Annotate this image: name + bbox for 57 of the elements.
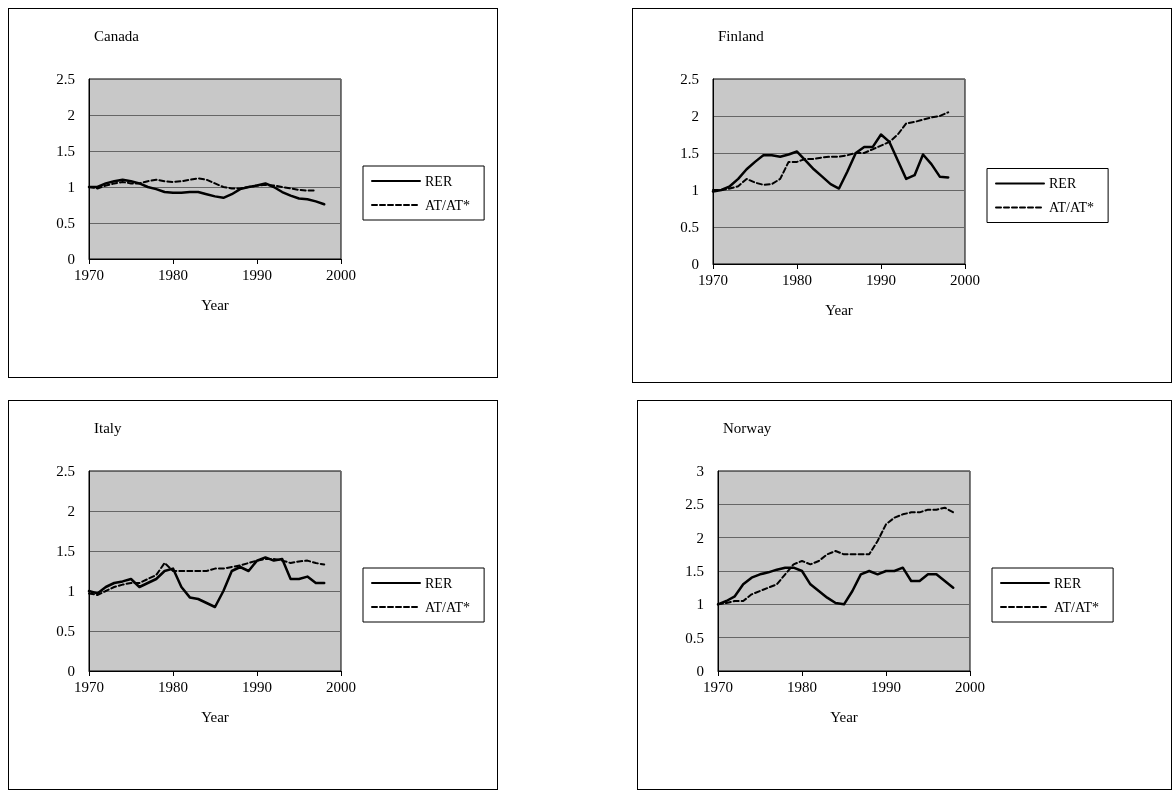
- x-axis-title: Year: [201, 708, 229, 725]
- x-tick-label: 1980: [787, 678, 817, 695]
- chart-title: Italy: [94, 419, 122, 436]
- y-tick-label: 3: [696, 463, 704, 479]
- x-tick-label: 2000: [950, 271, 980, 288]
- y-tick-label: 2: [691, 108, 699, 124]
- y-tick-label: 2.5: [680, 71, 699, 87]
- y-tick-label: 0.5: [680, 219, 699, 235]
- y-tick-label: 0.5: [56, 623, 75, 639]
- x-tick-label: 1970: [698, 271, 728, 288]
- y-tick-label: 1: [67, 583, 75, 599]
- x-axis-title: Year: [825, 301, 853, 318]
- chart-title: Canada: [94, 27, 140, 44]
- x-axis-title: Year: [201, 296, 229, 313]
- y-tick-label: 1.5: [680, 145, 699, 161]
- y-tick-label: 1: [67, 179, 75, 195]
- legend-label: RER: [1054, 575, 1082, 591]
- y-tick-label: 0: [67, 663, 75, 679]
- y-tick-label: 2: [696, 529, 704, 546]
- y-tick-label: 1.5: [56, 543, 75, 559]
- y-tick-label: 0: [696, 663, 704, 679]
- y-tick-label: 2.5: [685, 496, 704, 513]
- x-tick-label: 1980: [782, 271, 812, 288]
- legend-label: AT/AT*: [425, 197, 471, 213]
- x-tick-label: 2000: [326, 678, 356, 695]
- y-tick-label: 2.5: [56, 463, 75, 479]
- chart-title: Norway: [723, 419, 772, 436]
- x-tick-label: 1980: [158, 678, 188, 695]
- x-tick-label: 1970: [703, 678, 733, 695]
- y-tick-label: 1: [691, 182, 699, 198]
- x-tick-label: 1970: [74, 678, 104, 695]
- legend-label: AT/AT*: [425, 599, 471, 615]
- legend-label: AT/AT*: [1049, 200, 1095, 215]
- y-tick-label: 2: [67, 107, 75, 123]
- legend-label: RER: [425, 173, 453, 189]
- y-tick-label: 0: [691, 256, 699, 272]
- x-tick-label: 2000: [326, 266, 356, 283]
- x-axis-title: Year: [830, 708, 858, 725]
- y-tick-label: 2: [67, 503, 75, 519]
- x-tick-label: 1990: [866, 271, 896, 288]
- legend-label: AT/AT*: [1054, 599, 1100, 615]
- legend-label: RER: [425, 575, 453, 591]
- x-tick-label: 1990: [871, 678, 901, 695]
- x-tick-label: 1990: [242, 678, 272, 695]
- y-tick-label: 1.5: [685, 563, 704, 579]
- y-tick-label: 0.5: [56, 215, 75, 231]
- x-tick-label: 2000: [955, 678, 985, 695]
- chart-title: Finland: [718, 27, 765, 44]
- y-tick-label: 0.5: [685, 629, 704, 646]
- legend-label: RER: [1049, 176, 1077, 191]
- y-tick-label: 2.5: [56, 71, 75, 87]
- y-tick-label: 1.5: [56, 143, 75, 159]
- x-tick-label: 1980: [158, 266, 188, 283]
- y-tick-label: 1: [696, 596, 704, 613]
- x-tick-label: 1970: [74, 266, 104, 283]
- x-tick-label: 1990: [242, 266, 272, 283]
- y-tick-label: 0: [67, 251, 75, 267]
